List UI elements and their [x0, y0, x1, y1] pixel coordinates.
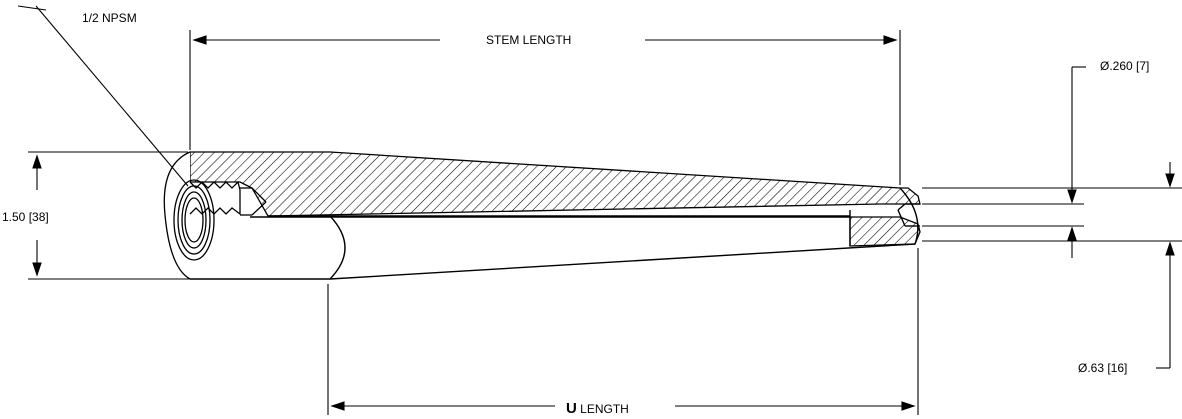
stem-length-dimension: [189, 30, 901, 185]
od-dimension: [28, 151, 190, 280]
u-length-label: U LENGTH: [566, 400, 629, 417]
tip-diameter-label: Ø.63 [16]: [1078, 361, 1127, 375]
section-hatch: [189, 151, 921, 247]
thread-label: 1/2 NPSM: [82, 11, 137, 25]
thread-leader: [17, 5, 189, 187]
stem-length-label: STEM LENGTH: [486, 33, 571, 47]
u-length-dimension: [327, 248, 919, 415]
bore-diameter-label: Ø.260 [7]: [1100, 59, 1149, 73]
od-label: 1.50 [38]: [2, 210, 49, 224]
thermowell-body: [190, 187, 920, 280]
u-length-suffix: LENGTH: [577, 402, 629, 416]
thread-end-view: [163, 151, 267, 280]
tip-dimensions: [922, 66, 1182, 369]
u-length-prefix: U: [566, 400, 577, 417]
